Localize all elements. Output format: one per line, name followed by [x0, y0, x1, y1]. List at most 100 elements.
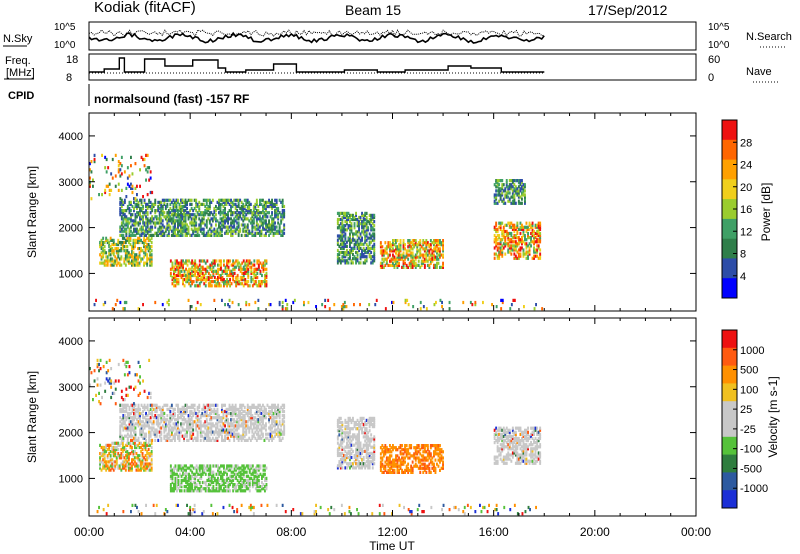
power-cell: [231, 231, 234, 235]
velocity-cell: [275, 422, 278, 426]
velocity-cell: [182, 468, 184, 472]
power-cell: [531, 221, 534, 225]
power-cell: [207, 229, 210, 233]
velocity-cell: [226, 485, 228, 489]
velocity-cell: [140, 428, 143, 432]
power-cell: [508, 225, 511, 229]
power-cell: [513, 201, 516, 205]
power-cell: [134, 162, 137, 166]
power-cell: [408, 239, 411, 243]
power-cell: [247, 259, 250, 263]
velocity-cell: [198, 489, 201, 493]
power-cell: [172, 215, 175, 219]
power-cell: [498, 189, 501, 193]
power-cell: [170, 200, 173, 204]
power-cell: [353, 257, 356, 261]
power-cell: [402, 247, 405, 251]
velocity-cell: [252, 432, 255, 436]
power-cell: [262, 265, 265, 269]
power-cell: [262, 261, 265, 265]
velocity-cell: [260, 407, 263, 411]
power-cell: [361, 238, 363, 242]
velocity-cell: [243, 430, 246, 434]
power-cell: [259, 261, 262, 265]
power-cell: [284, 307, 287, 311]
power-cell: [517, 240, 520, 244]
velocity-cell: [112, 441, 115, 445]
power-cell: [511, 185, 514, 189]
power-cell: [181, 215, 184, 219]
velocity-cell: [173, 468, 175, 472]
power-cell: [514, 227, 517, 231]
power-cell: [262, 280, 265, 284]
power-cell: [521, 191, 523, 195]
power-cell: [226, 263, 228, 267]
power-cell: [140, 202, 143, 206]
power-cell: [117, 170, 120, 174]
power-cell: [272, 227, 275, 231]
power-cell: [338, 213, 341, 217]
velocity-cell: [145, 411, 147, 416]
power-cell: [344, 261, 347, 265]
velocity-cell: [212, 464, 215, 468]
power-cell: [136, 231, 138, 235]
velocity-cell: [255, 438, 258, 442]
velocity-cell: [224, 430, 226, 434]
power-cell: [167, 231, 170, 235]
velocity-cell: [221, 472, 224, 476]
velocity-cell: [281, 432, 284, 436]
power-cell: [187, 198, 190, 202]
velocity-cell: [120, 454, 123, 458]
power-cell: [263, 221, 266, 225]
velocity-cell: [249, 414, 252, 418]
power-cell: [107, 166, 110, 170]
power-cell: [163, 211, 166, 215]
power-cell: [275, 202, 278, 206]
velocity-cell: [164, 426, 167, 430]
velocity-cell: [122, 426, 125, 430]
velocity-cell: [145, 438, 147, 442]
power-cell: [189, 284, 192, 288]
velocity-cell: [106, 447, 109, 452]
power-cell: [411, 255, 414, 259]
power-cell: [207, 275, 210, 280]
velocity-cell: [147, 452, 150, 456]
power-cell: [353, 226, 356, 230]
power-cell: [247, 263, 250, 267]
power-cell: [436, 261, 438, 265]
velocity-cell: [140, 468, 142, 472]
power-cell: [145, 202, 147, 206]
velocity-cell: [278, 438, 281, 442]
velocity-cell: [103, 464, 106, 468]
power-cell: [501, 244, 504, 248]
power-cell: [123, 249, 126, 253]
power-cell: [341, 222, 344, 226]
power-cell: [123, 240, 126, 245]
power-cell: [125, 195, 128, 199]
power-cell: [90, 160, 93, 164]
power-cell: [384, 241, 387, 245]
power-cell: [495, 236, 498, 240]
power-cell: [143, 200, 146, 204]
velocity-cell: [149, 462, 152, 466]
power-cell: [352, 217, 354, 222]
velocity-cell: [124, 447, 127, 452]
power-cell: [195, 202, 198, 206]
power-cell: [136, 198, 138, 202]
power-cell: [495, 242, 498, 246]
power-cell: [187, 217, 190, 221]
power-cell: [242, 271, 245, 275]
power-cell: [414, 239, 417, 243]
power-cell: [115, 247, 118, 251]
power-cell: [238, 282, 241, 286]
power-cell: [420, 245, 423, 249]
power-cell: [278, 225, 281, 229]
power-cell: [224, 219, 226, 223]
power-cell: [516, 229, 519, 234]
power-cell: [248, 303, 251, 307]
power-cell: [251, 278, 254, 282]
power-cell: [499, 179, 502, 183]
power-cell: [536, 248, 539, 252]
velocity-cell: [280, 432, 283, 436]
power-cell: [407, 265, 410, 269]
